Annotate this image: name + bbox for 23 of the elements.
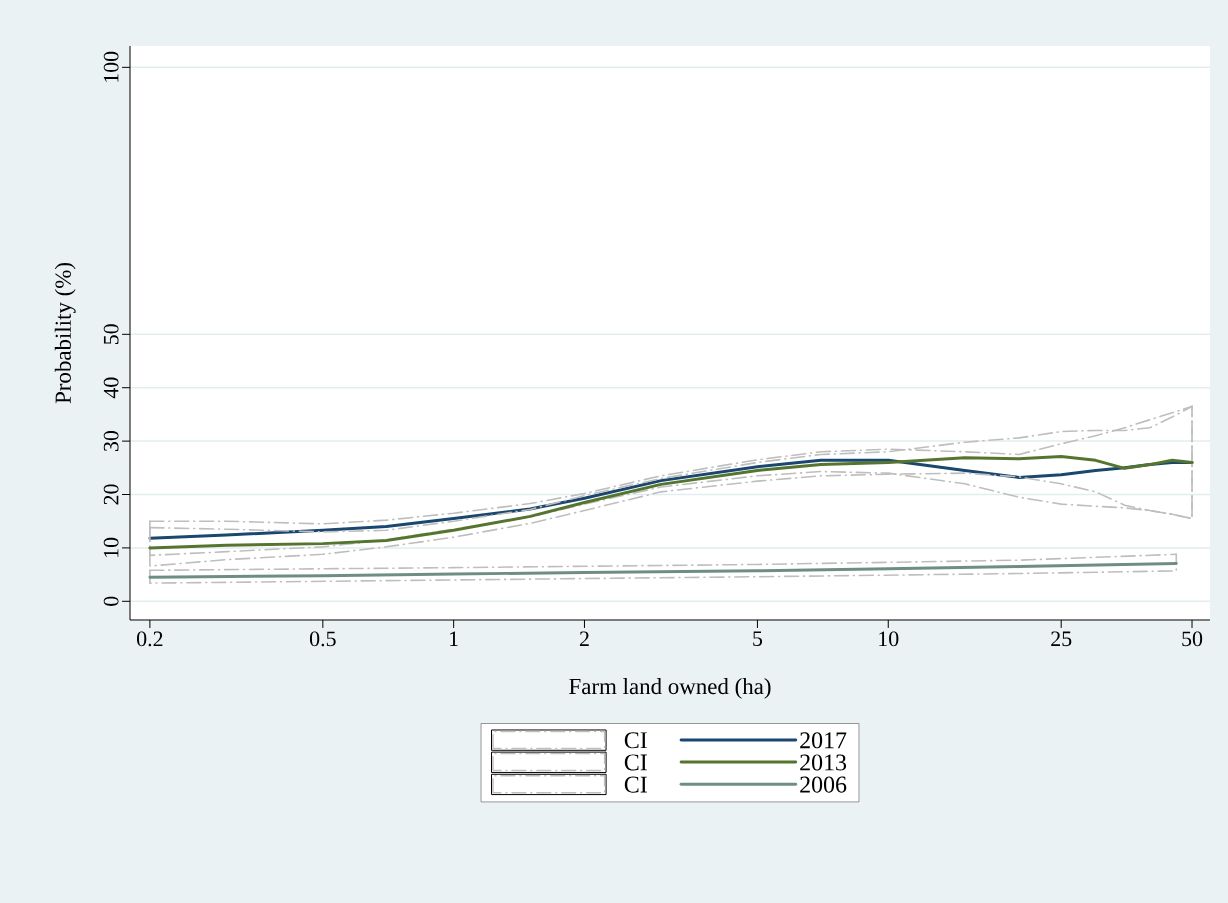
legend-label: 2006 [800, 776, 847, 793]
x-tick-label: 25 [1051, 631, 1072, 647]
legend-label: 2013 [800, 754, 847, 771]
x-tick-label: 2 [579, 631, 589, 646]
y-tick-label: 20 [103, 484, 119, 505]
y-tick-label: 0 [103, 596, 119, 606]
y-tick-label: 50 [103, 324, 119, 344]
y-tick-label: 100 [103, 51, 119, 82]
legend-label: CI [624, 776, 647, 793]
y-tick-label: 10 [103, 537, 119, 557]
x-axis-title: Farm land owned (ha) [569, 678, 771, 699]
y-tick-label: 30 [103, 430, 119, 452]
y-axis-title: Probability (%) [54, 263, 76, 404]
x-tick-label: 5 [753, 631, 763, 647]
x-tick-label: 1 [450, 631, 458, 646]
x-tick-label: 0.5 [309, 631, 336, 647]
y-tick-label: 40 [103, 377, 119, 399]
x-tick-label: 50 [1182, 631, 1203, 647]
legend-label: 2017 [800, 732, 847, 749]
legend-label: CI [624, 754, 647, 771]
x-tick-label: 10 [879, 631, 899, 647]
legend-label: CI [624, 732, 647, 749]
x-tick-label: 0.2 [137, 631, 163, 647]
